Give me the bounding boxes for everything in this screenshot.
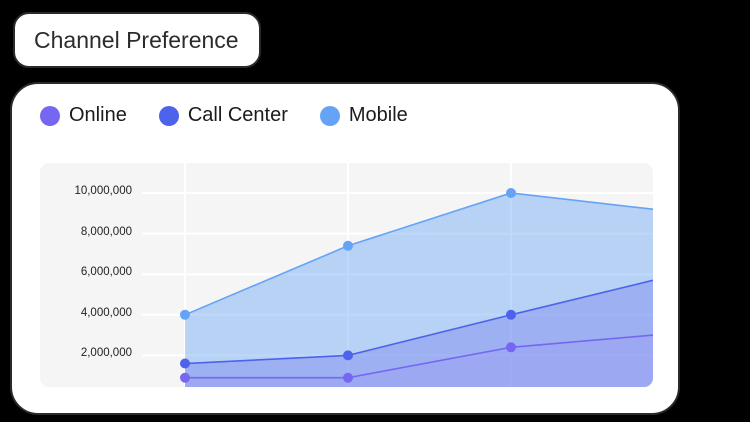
line-online — [185, 334, 653, 379]
area-mobile — [185, 193, 653, 387]
data-point[interactable] — [506, 309, 516, 320]
line-call-center — [184, 279, 653, 365]
chart-card: Online Call Center Mobile 10,000,000 8,0… — [10, 82, 680, 415]
mobile-dot-icon — [319, 105, 340, 126]
y-tick-label: 8,000,000 — [80, 226, 132, 238]
data-point[interactable] — [343, 240, 353, 251]
legend-item-call-center[interactable]: Call Center — [158, 104, 288, 127]
chart-title-pill: Channel Preference — [13, 12, 261, 68]
area-call-center — [185, 280, 653, 387]
y-tick-label: 10,000,000 — [74, 185, 132, 197]
y-tick-label: 2,000,000 — [80, 347, 132, 359]
legend-label: Call Center — [187, 104, 288, 126]
online-dot-icon — [40, 105, 60, 126]
legend-item-mobile[interactable]: Mobile — [319, 104, 408, 127]
data-point[interactable] — [343, 372, 353, 383]
data-point[interactable] — [343, 350, 353, 361]
data-point[interactable] — [506, 188, 516, 198]
chart-title: Channel Preference — [34, 26, 239, 53]
legend-item-online[interactable]: Online — [40, 104, 127, 127]
data-point[interactable] — [180, 372, 190, 383]
data-point[interactable] — [506, 342, 516, 353]
area-online — [185, 335, 653, 387]
y-tick-label: 4,000,000 — [80, 307, 132, 319]
y-tick-label: 6,000,000 — [80, 266, 132, 278]
line-mobile — [184, 192, 653, 316]
legend: Online Call Center Mobile — [40, 104, 440, 127]
data-point[interactable] — [180, 358, 190, 369]
legend-label: Online — [69, 104, 127, 126]
call-center-dot-icon — [158, 105, 179, 126]
plot-area: 10,000,000 8,000,000 6,000,000 4,000,000… — [40, 163, 653, 387]
legend-label: Mobile — [348, 104, 408, 126]
area-chart — [142, 163, 653, 387]
data-point[interactable] — [180, 309, 190, 320]
